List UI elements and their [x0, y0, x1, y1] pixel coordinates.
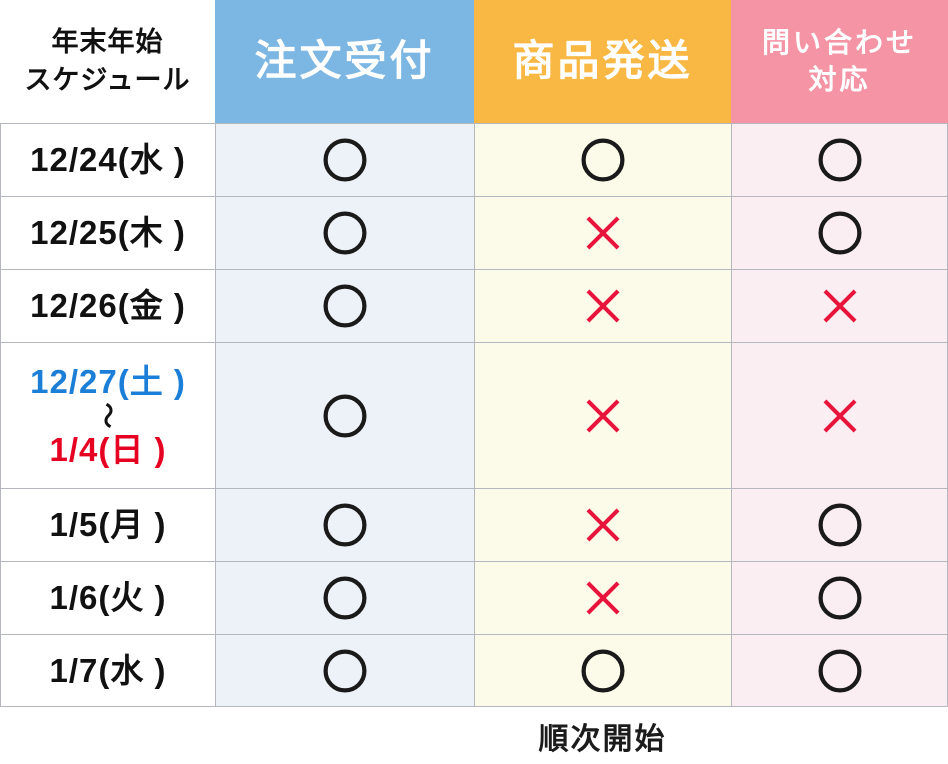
- date-label: 12/24(水 ): [30, 141, 186, 179]
- mark-cell-inquiry: [731, 488, 948, 561]
- date-cell: 12/26(金 ): [0, 269, 215, 342]
- date-label: 1/6(火 ): [49, 579, 167, 617]
- circle-mark-icon: [323, 138, 367, 182]
- date-cell: 12/27(土 ) 〜 1/4(日 ): [0, 342, 215, 488]
- date-label: 1/5(月 ): [49, 506, 167, 544]
- date-label: 12/27(土 ): [30, 362, 186, 400]
- mark-cell-inquiry: [731, 342, 948, 488]
- cross-mark-icon: [823, 289, 856, 323]
- date-cell: 1/6(火 ): [0, 561, 215, 634]
- circle-mark-icon: [323, 211, 367, 255]
- table-title: 年末年始 スケジュール: [0, 0, 215, 123]
- mark-cell-inquiry: [731, 269, 948, 342]
- cross-mark-icon: [586, 508, 620, 542]
- column-header-order-label: 注文受付: [254, 37, 435, 85]
- cross-mark-icon: [586, 216, 620, 250]
- mark-cell-shipping: [474, 561, 731, 634]
- date-label: 12/25(木 ): [30, 214, 186, 252]
- circle-mark-icon: [817, 138, 862, 182]
- mark-cell-order: [215, 196, 474, 269]
- mark-cell-inquiry: [731, 634, 948, 707]
- date-label: 1/4(日 ): [49, 430, 167, 468]
- mark-cell-shipping: [474, 342, 731, 488]
- date-label: 12/26(金 ): [30, 287, 186, 325]
- mark-cell-order: [215, 269, 474, 342]
- circle-mark-icon: [323, 648, 367, 693]
- date-label: 1/7(水 ): [49, 651, 167, 689]
- circle-mark-icon: [817, 211, 862, 255]
- mark-cell-order: [215, 488, 474, 561]
- date-cell: 1/7(水 ): [0, 634, 215, 707]
- cross-mark-icon: [823, 399, 856, 432]
- mark-cell-order: [215, 342, 474, 488]
- mark-cell-shipping: [474, 269, 731, 342]
- table-title-line1: 年末年始: [51, 26, 164, 57]
- table-title-line2: スケジュール: [24, 64, 191, 95]
- circle-mark-icon: [323, 393, 367, 438]
- circle-mark-icon: [323, 284, 367, 328]
- cross-mark-icon: [586, 289, 620, 323]
- mark-cell-order: [215, 123, 474, 196]
- circle-mark-icon: [581, 138, 625, 182]
- circle-mark-icon: [323, 503, 367, 547]
- mark-cell-inquiry: [731, 561, 948, 634]
- schedule-table: 年末年始 スケジュール 注文受付 商品発送 問い合わせ 対応 12/24(水 )…: [0, 0, 948, 707]
- column-header-shipping: 商品発送: [474, 0, 731, 123]
- date-cell: 12/25(木 ): [0, 196, 215, 269]
- column-header-inquiry-line1: 問い合わせ: [761, 27, 917, 59]
- column-header-inquiry: 問い合わせ 対応: [731, 0, 948, 123]
- circle-mark-icon: [817, 576, 862, 620]
- circle-mark-icon: [817, 503, 862, 547]
- mark-cell-order: [215, 634, 474, 707]
- date-cell: 12/24(水 ): [0, 123, 215, 196]
- footer-note: 順次開始: [538, 722, 667, 756]
- mark-cell-shipping: [474, 634, 731, 707]
- mark-cell-order: [215, 561, 474, 634]
- cross-mark-icon: [586, 581, 620, 615]
- column-header-order: 注文受付: [215, 0, 474, 123]
- column-header-inquiry-line2: 対応: [808, 63, 871, 95]
- circle-mark-icon: [817, 648, 862, 693]
- mark-cell-inquiry: [731, 123, 948, 196]
- mark-cell-inquiry: [731, 196, 948, 269]
- circle-mark-icon: [581, 648, 625, 693]
- mark-cell-shipping: [474, 488, 731, 561]
- mark-cell-shipping: [474, 196, 731, 269]
- circle-mark-icon: [323, 576, 367, 620]
- mark-cell-shipping: [474, 123, 731, 196]
- cross-mark-icon: [586, 399, 620, 432]
- date-range-separator: 〜: [92, 401, 123, 430]
- column-header-shipping-label: 商品発送: [512, 37, 693, 85]
- date-cell: 1/5(月 ): [0, 488, 215, 561]
